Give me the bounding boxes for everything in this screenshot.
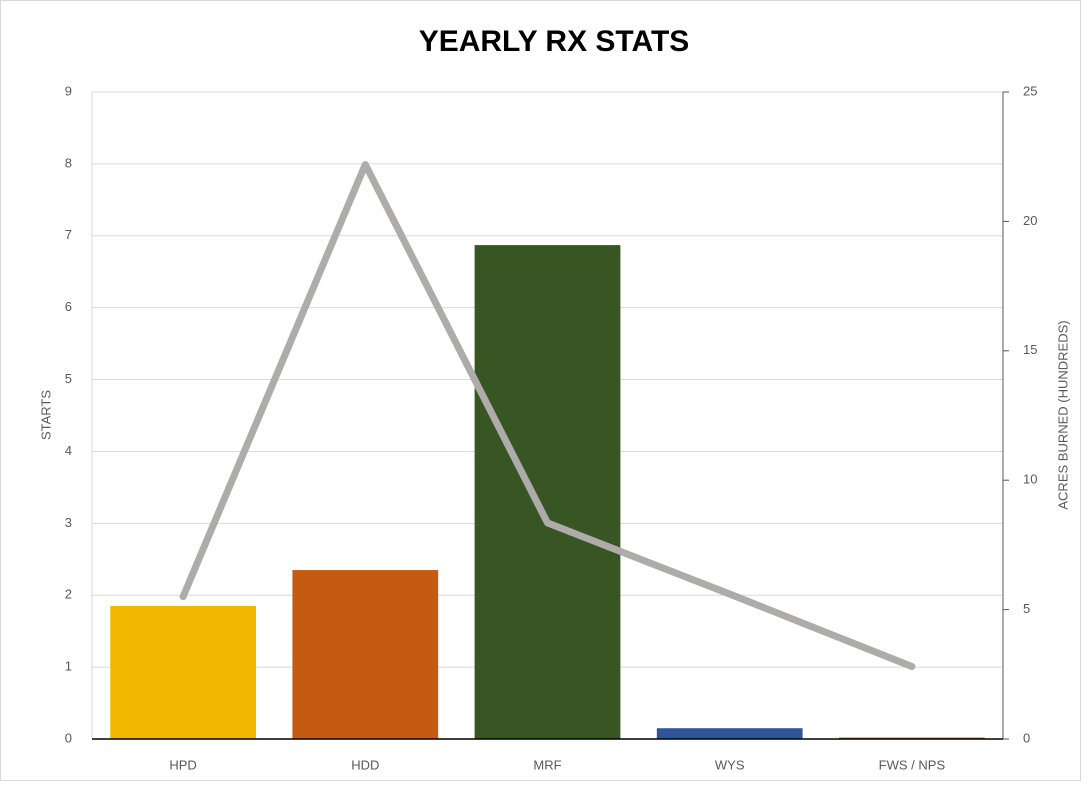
- y2-tick-label: 20: [1023, 213, 1037, 228]
- y2-axis-label: ACRES BURNED (HUNDREDS): [1055, 320, 1070, 509]
- x-tick-label: WYS: [715, 757, 745, 772]
- y-tick-label: 3: [65, 515, 72, 530]
- y2-tick-label: 15: [1023, 342, 1037, 357]
- y-tick-label: 9: [65, 83, 72, 98]
- bar: [474, 245, 621, 739]
- x-tick-label: FWS / NPS: [879, 757, 946, 772]
- y-tick-label: 1: [65, 659, 72, 674]
- bar: [110, 606, 256, 739]
- y-tick-label: 4: [65, 443, 72, 458]
- y2-tick-label: 25: [1023, 83, 1037, 98]
- x-tick-label: HPD: [169, 757, 196, 772]
- bar: [292, 570, 439, 739]
- y2-tick-label: 10: [1023, 472, 1037, 487]
- y2-tick-label: 5: [1023, 601, 1030, 616]
- bar: [656, 728, 803, 739]
- x-tick-label: HDD: [351, 757, 379, 772]
- y-tick-label: 7: [65, 227, 72, 242]
- x-tick-label: MRF: [533, 757, 561, 772]
- chart-title: YEARLY RX STATS: [419, 25, 690, 58]
- y2-tick-label: 0: [1023, 730, 1030, 745]
- y-tick-label: 0: [65, 730, 72, 745]
- y-tick-label: 6: [65, 299, 72, 314]
- y-tick-label: 2: [65, 587, 72, 602]
- y-tick-label: 8: [65, 155, 72, 170]
- y-tick-label: 5: [65, 371, 72, 386]
- y-axis-label: STARTS: [38, 390, 53, 440]
- line: [179, 160, 916, 671]
